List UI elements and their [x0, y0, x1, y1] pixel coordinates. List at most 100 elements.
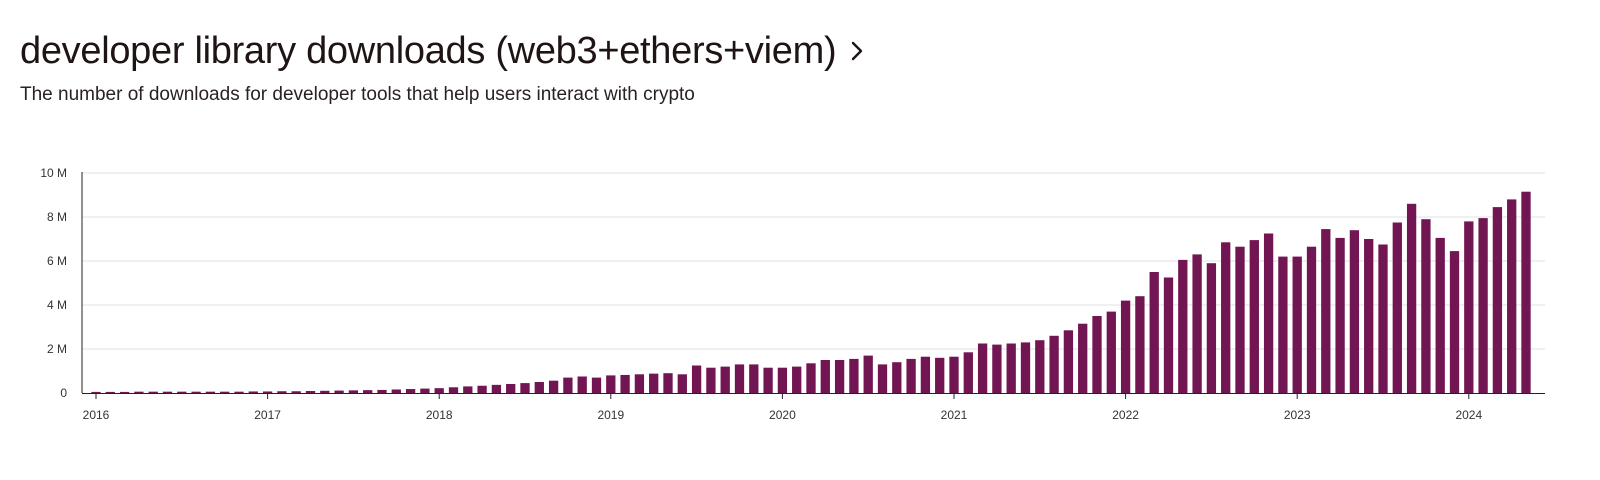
bar[interactable] [262, 391, 273, 393]
bar[interactable] [1306, 246, 1317, 393]
bar[interactable] [1092, 316, 1102, 393]
bar[interactable] [963, 352, 973, 393]
bar[interactable] [91, 391, 101, 393]
bar[interactable] [877, 364, 888, 393]
bar[interactable] [348, 390, 359, 393]
bar[interactable] [1135, 296, 1145, 393]
bar[interactable] [1378, 244, 1388, 394]
bar[interactable] [620, 374, 630, 393]
bar[interactable] [1006, 343, 1016, 394]
bar[interactable] [434, 388, 444, 393]
bar[interactable] [920, 356, 931, 393]
bar[interactable] [949, 356, 959, 393]
bar[interactable] [248, 391, 258, 393]
bar[interactable] [806, 363, 816, 393]
bar[interactable] [820, 360, 830, 393]
bar[interactable] [1063, 330, 1074, 393]
bar[interactable] [892, 362, 902, 393]
bar[interactable] [663, 373, 673, 393]
bar[interactable] [277, 391, 287, 393]
bar[interactable] [1120, 300, 1131, 393]
bar[interactable] [734, 364, 745, 393]
bar[interactable] [548, 380, 559, 393]
bar[interactable] [1364, 239, 1374, 393]
bar[interactable] [1221, 242, 1231, 393]
bar[interactable] [220, 391, 230, 393]
bar[interactable] [649, 373, 659, 393]
bar[interactable] [792, 366, 802, 393]
bar[interactable] [1292, 256, 1302, 393]
bar[interactable] [606, 375, 616, 393]
bar[interactable] [1278, 256, 1288, 393]
bar[interactable] [1178, 259, 1188, 393]
bar[interactable] [834, 360, 845, 393]
bar[interactable] [305, 391, 316, 393]
bar[interactable] [763, 367, 773, 393]
bar[interactable] [720, 366, 730, 393]
bar[interactable] [577, 376, 587, 394]
bar[interactable] [1321, 229, 1331, 393]
bar[interactable] [134, 391, 144, 393]
bar[interactable] [1449, 251, 1460, 393]
bar[interactable] [119, 391, 130, 393]
bar[interactable] [1106, 311, 1116, 393]
bar[interactable] [1421, 219, 1431, 393]
bar[interactable] [863, 355, 873, 393]
bar[interactable] [1349, 230, 1360, 393]
bar[interactable] [1392, 222, 1402, 394]
bar[interactable] [1035, 340, 1045, 393]
bar[interactable] [1163, 277, 1174, 394]
bar[interactable] [148, 391, 158, 393]
bar[interactable] [691, 365, 702, 394]
bar[interactable] [405, 389, 416, 393]
bar[interactable] [506, 383, 516, 393]
bar[interactable] [105, 391, 115, 393]
bar[interactable] [1149, 272, 1159, 393]
bar[interactable] [334, 390, 344, 393]
bar[interactable] [563, 377, 573, 393]
bar[interactable] [1049, 335, 1059, 393]
bar[interactable] [777, 367, 788, 393]
bar[interactable] [935, 357, 945, 393]
bar[interactable] [291, 391, 301, 393]
bar[interactable] [177, 391, 187, 393]
bar[interactable] [391, 389, 401, 393]
bar[interactable] [634, 374, 645, 393]
bar[interactable] [448, 387, 459, 393]
bar[interactable] [534, 382, 544, 393]
bar[interactable] [1192, 254, 1202, 393]
bar[interactable] [420, 388, 430, 393]
bar[interactable] [1521, 191, 1531, 393]
bar[interactable] [363, 390, 373, 393]
bar[interactable] [1492, 207, 1503, 393]
bar[interactable] [1406, 203, 1417, 393]
bar[interactable] [591, 377, 602, 393]
bar[interactable] [377, 389, 387, 393]
bar[interactable] [520, 383, 530, 393]
bar[interactable] [906, 358, 916, 393]
bar[interactable] [477, 385, 487, 393]
bar[interactable] [1235, 246, 1245, 393]
bar[interactable] [849, 358, 859, 393]
bar[interactable] [320, 390, 330, 393]
bar[interactable] [1078, 323, 1088, 393]
bar[interactable] [977, 343, 988, 394]
bar[interactable] [1464, 221, 1474, 393]
bar[interactable] [1263, 233, 1274, 394]
bar[interactable] [191, 391, 201, 393]
bar[interactable] [1249, 240, 1259, 393]
bar[interactable] [1020, 342, 1031, 393]
bar[interactable] [706, 367, 716, 393]
bar[interactable] [205, 391, 216, 393]
chart-title-link[interactable]: developer library downloads (web3+ethers… [20, 28, 864, 74]
bar[interactable] [1206, 263, 1217, 393]
bar[interactable] [491, 384, 502, 393]
bar[interactable] [677, 374, 687, 393]
bar[interactable] [749, 364, 759, 393]
bar[interactable] [234, 391, 244, 393]
bar[interactable] [1335, 237, 1345, 393]
bar[interactable] [1478, 218, 1488, 393]
bar[interactable] [1435, 237, 1445, 393]
bar[interactable] [162, 391, 173, 393]
bar[interactable] [1507, 199, 1517, 393]
